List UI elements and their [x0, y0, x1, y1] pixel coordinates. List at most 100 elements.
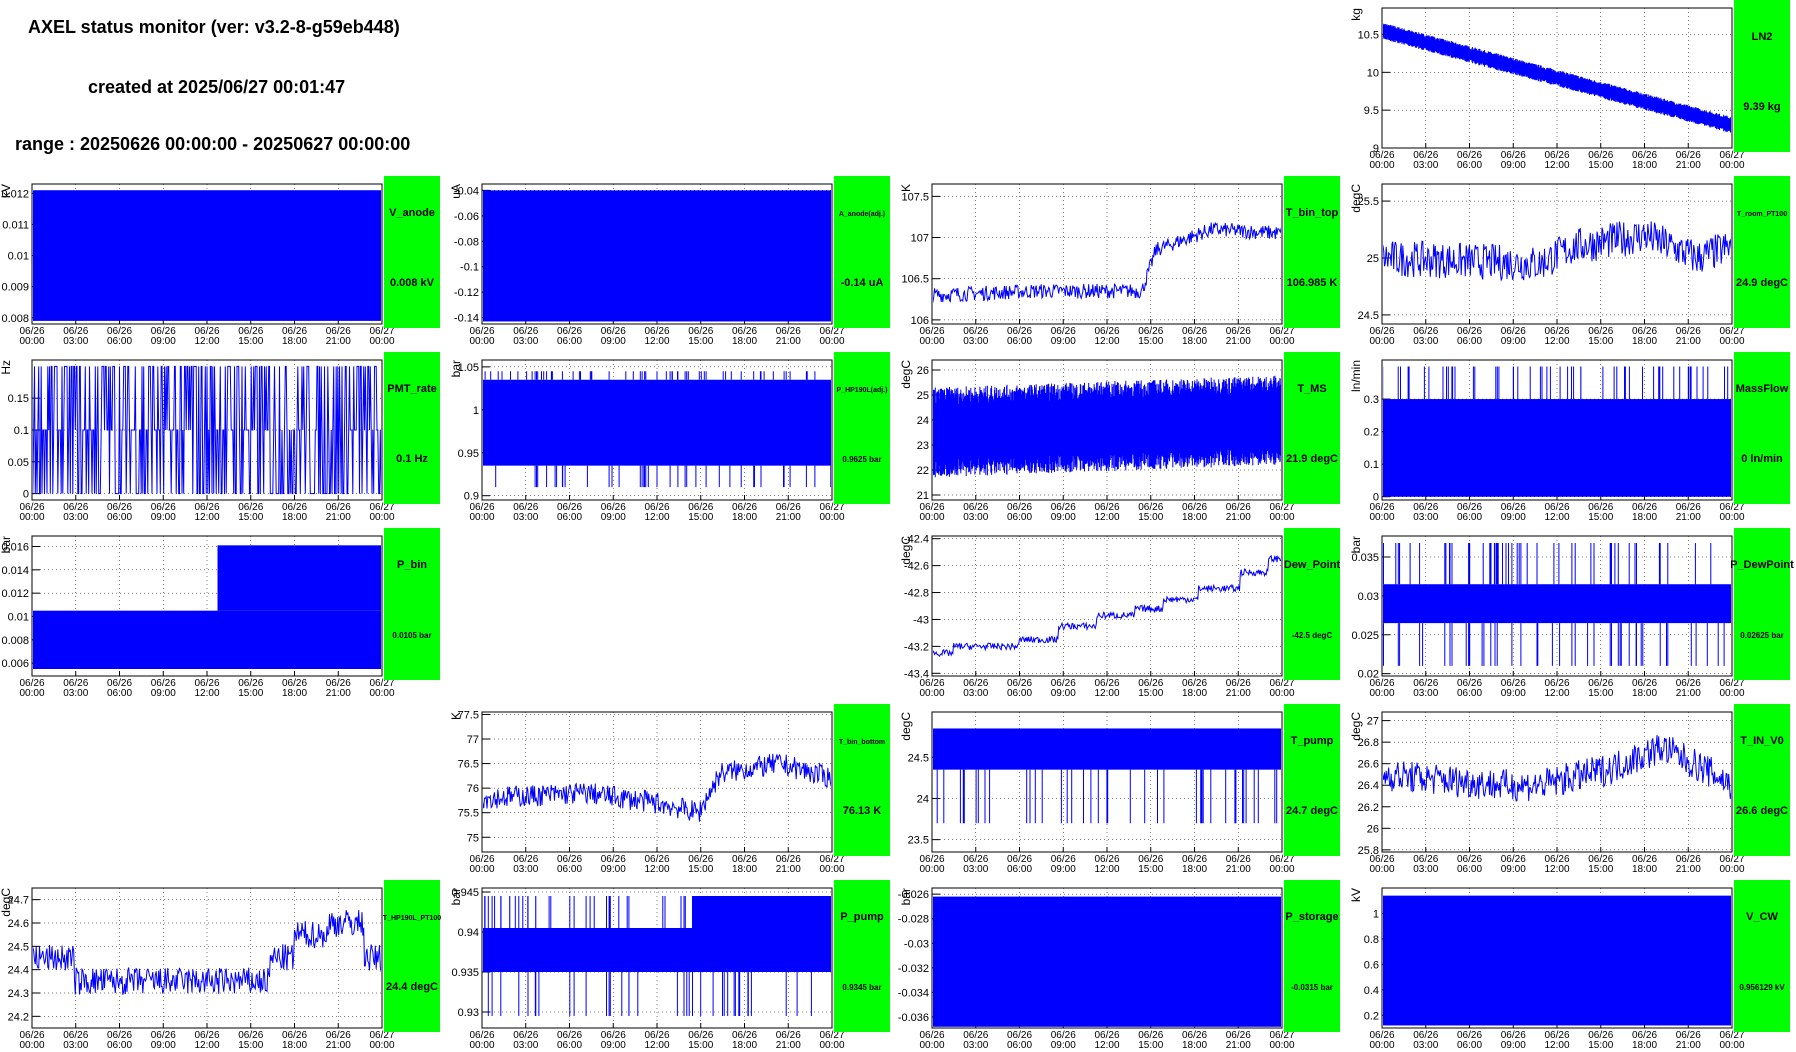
x-tick-label-time: 03:00 [63, 512, 88, 523]
y-tick-label: 26.8 [1358, 737, 1379, 749]
y-tick-label: 0.01 [8, 612, 29, 624]
x-tick-label-time: 06:00 [557, 336, 582, 347]
x-tick-label-time: 15:00 [238, 688, 263, 699]
status-badge: T_bin_top 106.985 K [1284, 176, 1340, 328]
x-tick-label-time: 00:00 [1719, 864, 1744, 875]
x-tick-label-time: 12:00 [1544, 336, 1569, 347]
x-tick-label-date: 06/26 [1226, 502, 1251, 513]
series-name: P_bin [397, 559, 427, 571]
current-value: 26.6 degC [1736, 805, 1788, 817]
x-tick-label-date: 06/26 [107, 326, 132, 337]
x-tick-label-time: 03:00 [1413, 512, 1438, 523]
x-tick-label-time: 06:00 [107, 688, 132, 699]
x-tick-label-date: 06/26 [1007, 678, 1032, 689]
x-tick-label-time: 00:00 [819, 1040, 844, 1051]
x-tick-label-time: 06:00 [1007, 512, 1032, 523]
x-tick-label-date: 06/26 [963, 678, 988, 689]
x-tick-label-date: 06/26 [326, 502, 351, 513]
series-t_pump [933, 728, 1281, 824]
x-tick-label-date: 06/26 [1544, 326, 1569, 337]
x-tick-label-time: 18:00 [1182, 336, 1207, 347]
y-tick-label: 0.02 [1358, 669, 1379, 681]
x-tick-label-time: 03:00 [63, 1040, 88, 1051]
x-tick-label-time: 03:00 [513, 1040, 538, 1051]
status-badge: A_anode(adj.) -0.14 uA [834, 176, 890, 328]
y-tick-label: 26.4 [1358, 780, 1379, 792]
y-tick-label: -0.04 [454, 185, 479, 197]
status-badge: V_anode 0.008 kV [384, 176, 440, 328]
y-tick-label: 1 [473, 405, 479, 417]
y-tick-label: 0.006 [1, 658, 29, 670]
y-tick-label: 0.008 [1, 635, 29, 647]
y-tick-label: 25 [917, 390, 929, 402]
y-axis-label: bar [1349, 536, 1363, 553]
x-tick-label-time: 06:00 [557, 512, 582, 523]
x-tick-label-time: 00:00 [1719, 1040, 1744, 1051]
x-tick-label-date: 06/26 [1676, 326, 1701, 337]
current-value: -42.5 degC [1292, 631, 1333, 640]
x-tick-label-date: 06/26 [1138, 854, 1163, 865]
series-t_bin_top [933, 221, 1281, 303]
status-badge-bg [834, 880, 890, 1032]
x-tick-label-date: 06/26 [1226, 326, 1251, 337]
series-name: V_CW [1746, 911, 1778, 923]
series-line [33, 365, 381, 495]
series-fill [933, 896, 1281, 1027]
x-tick-label-date: 06/26 [1369, 502, 1394, 513]
x-tick-label-date: 06/26 [963, 502, 988, 513]
x-tick-label-date: 06/26 [688, 854, 713, 865]
x-tick-label-date: 06/26 [1457, 678, 1482, 689]
x-tick-label-date: 06/26 [1457, 502, 1482, 513]
y-tick-label: 26.6 [1358, 759, 1379, 771]
x-tick-label-date: 06/26 [63, 678, 88, 689]
y-tick-label: 24.6 [8, 918, 29, 930]
x-tick-label-date: 06/26 [1413, 678, 1438, 689]
x-tick-label-time: 03:00 [1413, 1040, 1438, 1051]
y-tick-label: -0.032 [898, 963, 929, 975]
chart-t_pump: 06/2600:0006/2603:0006/2606:0006/2609:00… [899, 704, 1340, 875]
chart-ln2: 06/2600:0006/2603:0006/2606:0006/2609:00… [1349, 0, 1790, 171]
current-value: -0.0315 bar [1291, 983, 1333, 992]
x-tick-label-time: 00:00 [919, 688, 944, 699]
x-tick-label-date: 06/26 [1094, 326, 1119, 337]
x-tick-label-time: 12:00 [644, 336, 669, 347]
x-tick-label-time: 18:00 [1182, 688, 1207, 699]
x-tick-label-time: 12:00 [194, 1040, 219, 1051]
current-value: 24.9 degC [1736, 277, 1788, 289]
x-tick-label-time: 18:00 [732, 864, 757, 875]
current-value: -0.14 uA [841, 277, 884, 289]
x-tick-label-date: 06/26 [601, 502, 626, 513]
y-tick-label: 0.2 [1364, 427, 1379, 439]
y-tick-label: 0 [23, 489, 29, 501]
series-name: P_pump [840, 911, 884, 923]
x-tick-label-date: 06/26 [326, 1030, 351, 1041]
x-tick-label-time: 00:00 [19, 688, 44, 699]
y-tick-label: -42.4 [904, 534, 929, 546]
x-tick-label-date: 06/26 [513, 854, 538, 865]
y-tick-label: 75.5 [458, 808, 479, 820]
x-tick-label-date: 06/26 [732, 1030, 757, 1041]
x-tick-label-date: 06/26 [282, 1030, 307, 1041]
x-tick-label-time: 06:00 [107, 336, 132, 347]
x-tick-label-date: 06/26 [776, 326, 801, 337]
x-tick-label-date: 06/27 [1269, 502, 1294, 513]
x-tick-label-date: 06/26 [1182, 1030, 1207, 1041]
current-value: 0 ln/min [1741, 453, 1783, 465]
x-tick-label-time: 15:00 [1588, 512, 1613, 523]
series-name: PMT_rate [387, 383, 437, 395]
y-axis-label: bar [449, 360, 463, 377]
y-tick-label: 25 [1367, 253, 1379, 265]
y-tick-label: 0.1 [1364, 459, 1379, 471]
y-tick-label: 0.3 [1364, 394, 1379, 406]
x-tick-label-time: 09:00 [151, 512, 176, 523]
current-value: 106.985 K [1287, 277, 1338, 289]
x-tick-label-date: 06/27 [819, 326, 844, 337]
series-fill [33, 190, 381, 321]
series-pmt_rate [33, 365, 381, 495]
x-tick-label-date: 06/26 [732, 502, 757, 513]
x-tick-label-date: 06/26 [688, 1030, 713, 1041]
series-spikes [1383, 543, 1725, 666]
chart-v_cw: 06/2600:0006/2603:0006/2606:0006/2609:00… [1349, 880, 1790, 1051]
x-tick-label-date: 06/26 [1413, 502, 1438, 513]
x-tick-label-time: 00:00 [919, 1040, 944, 1051]
